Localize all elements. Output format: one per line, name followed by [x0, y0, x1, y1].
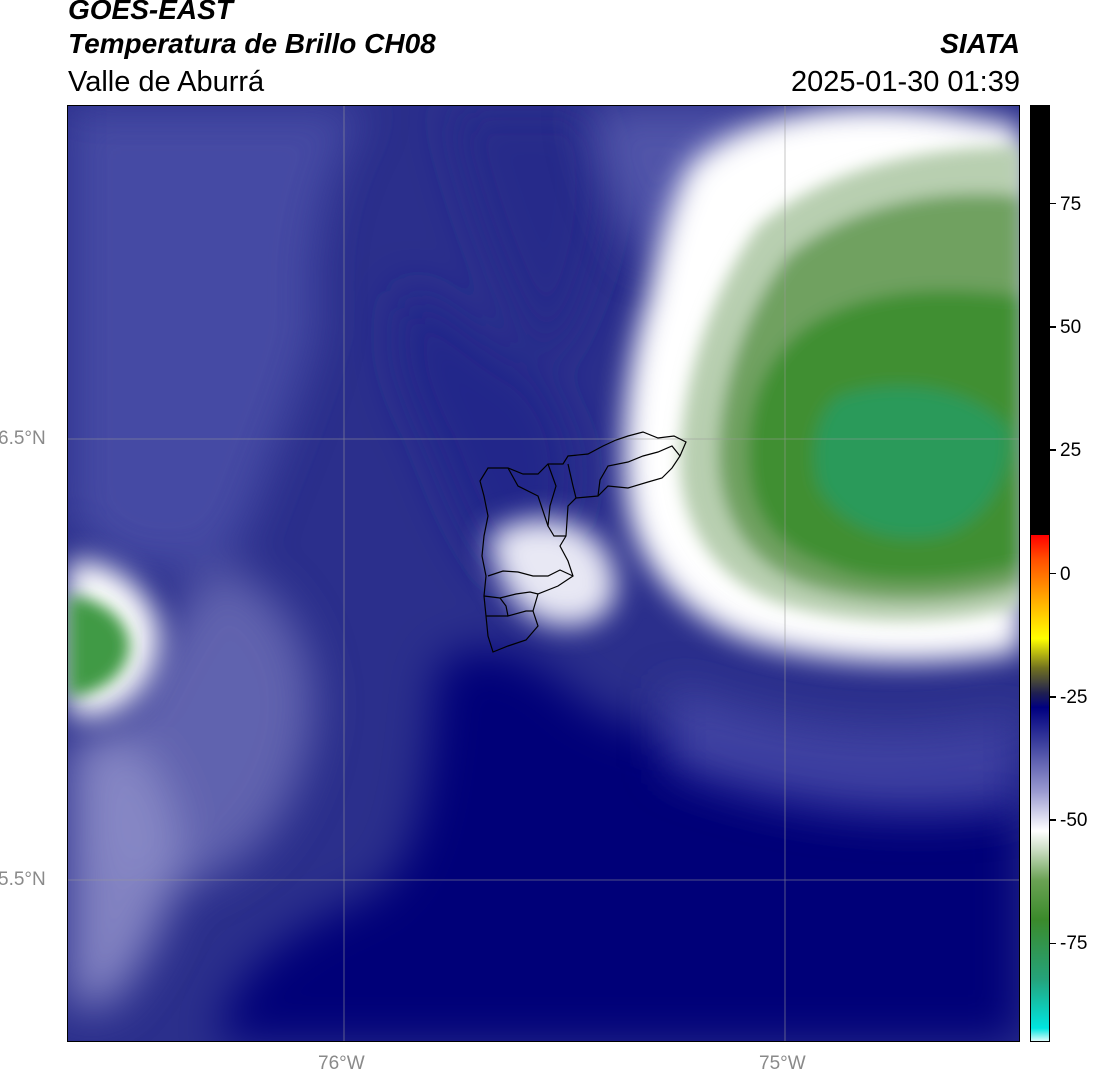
boundary-inner-2: [547, 463, 566, 537]
colorbar: [1030, 105, 1050, 1042]
title-region: Valle de Aburrá: [68, 66, 265, 98]
warm-region-west: [68, 106, 1019, 1006]
colorbar-tick-mark: [1050, 696, 1056, 698]
boundary-inner-1: [567, 463, 577, 499]
colorbar-tick-mark: [1050, 202, 1056, 205]
colorbar-gradient: [1031, 106, 1049, 1041]
colorbar-tick-label: 0: [1060, 563, 1071, 585]
colorbar-tick-mark: [1050, 572, 1056, 575]
title-organization: SIATA: [940, 28, 1020, 59]
boundary-inner-4: [483, 591, 539, 599]
lat-label-5-5: 5.5°N: [0, 869, 46, 890]
colorbar-tick-mark: [1050, 449, 1056, 451]
title-product: Temperatura de Brillo CH08: [68, 28, 436, 59]
lat-label-6-5: 6.5°N: [0, 428, 46, 449]
colorbar-tick-label: 25: [1060, 440, 1082, 462]
lon-label-76w: 76°W: [318, 1053, 365, 1074]
cloud-top-east: [679, 146, 1019, 621]
boundary-inner-8: [597, 445, 681, 497]
colorbar-tick-mark: [1050, 819, 1056, 821]
map-gridlines: [68, 106, 1019, 1041]
title-datetime: 2025-01-30 01:39: [791, 66, 1020, 98]
lon-label-75w: 75°W: [759, 1053, 806, 1074]
colorbar-tick-label: -50: [1060, 810, 1088, 832]
boundary-outline: [479, 431, 687, 653]
cloud-top-west: [68, 596, 130, 696]
satellite-map[interactable]: [67, 105, 1020, 1042]
title-satellite: GOES-EAST: [68, 0, 233, 25]
colorbar-tick-label: -75: [1060, 933, 1088, 955]
colorbar-tick-mark: [1050, 942, 1056, 945]
cold-region-south: [218, 106, 1019, 1041]
municipal-boundaries: [479, 431, 687, 653]
colorbar-tick-label: 50: [1060, 316, 1082, 338]
boundary-inner-3: [507, 467, 549, 527]
colorbar-tick-label: -25: [1060, 686, 1088, 708]
colorbar-tick-label: 75: [1060, 193, 1082, 215]
colorbar-tick-mark: [1050, 326, 1056, 328]
boundary-inner-5: [487, 569, 574, 577]
